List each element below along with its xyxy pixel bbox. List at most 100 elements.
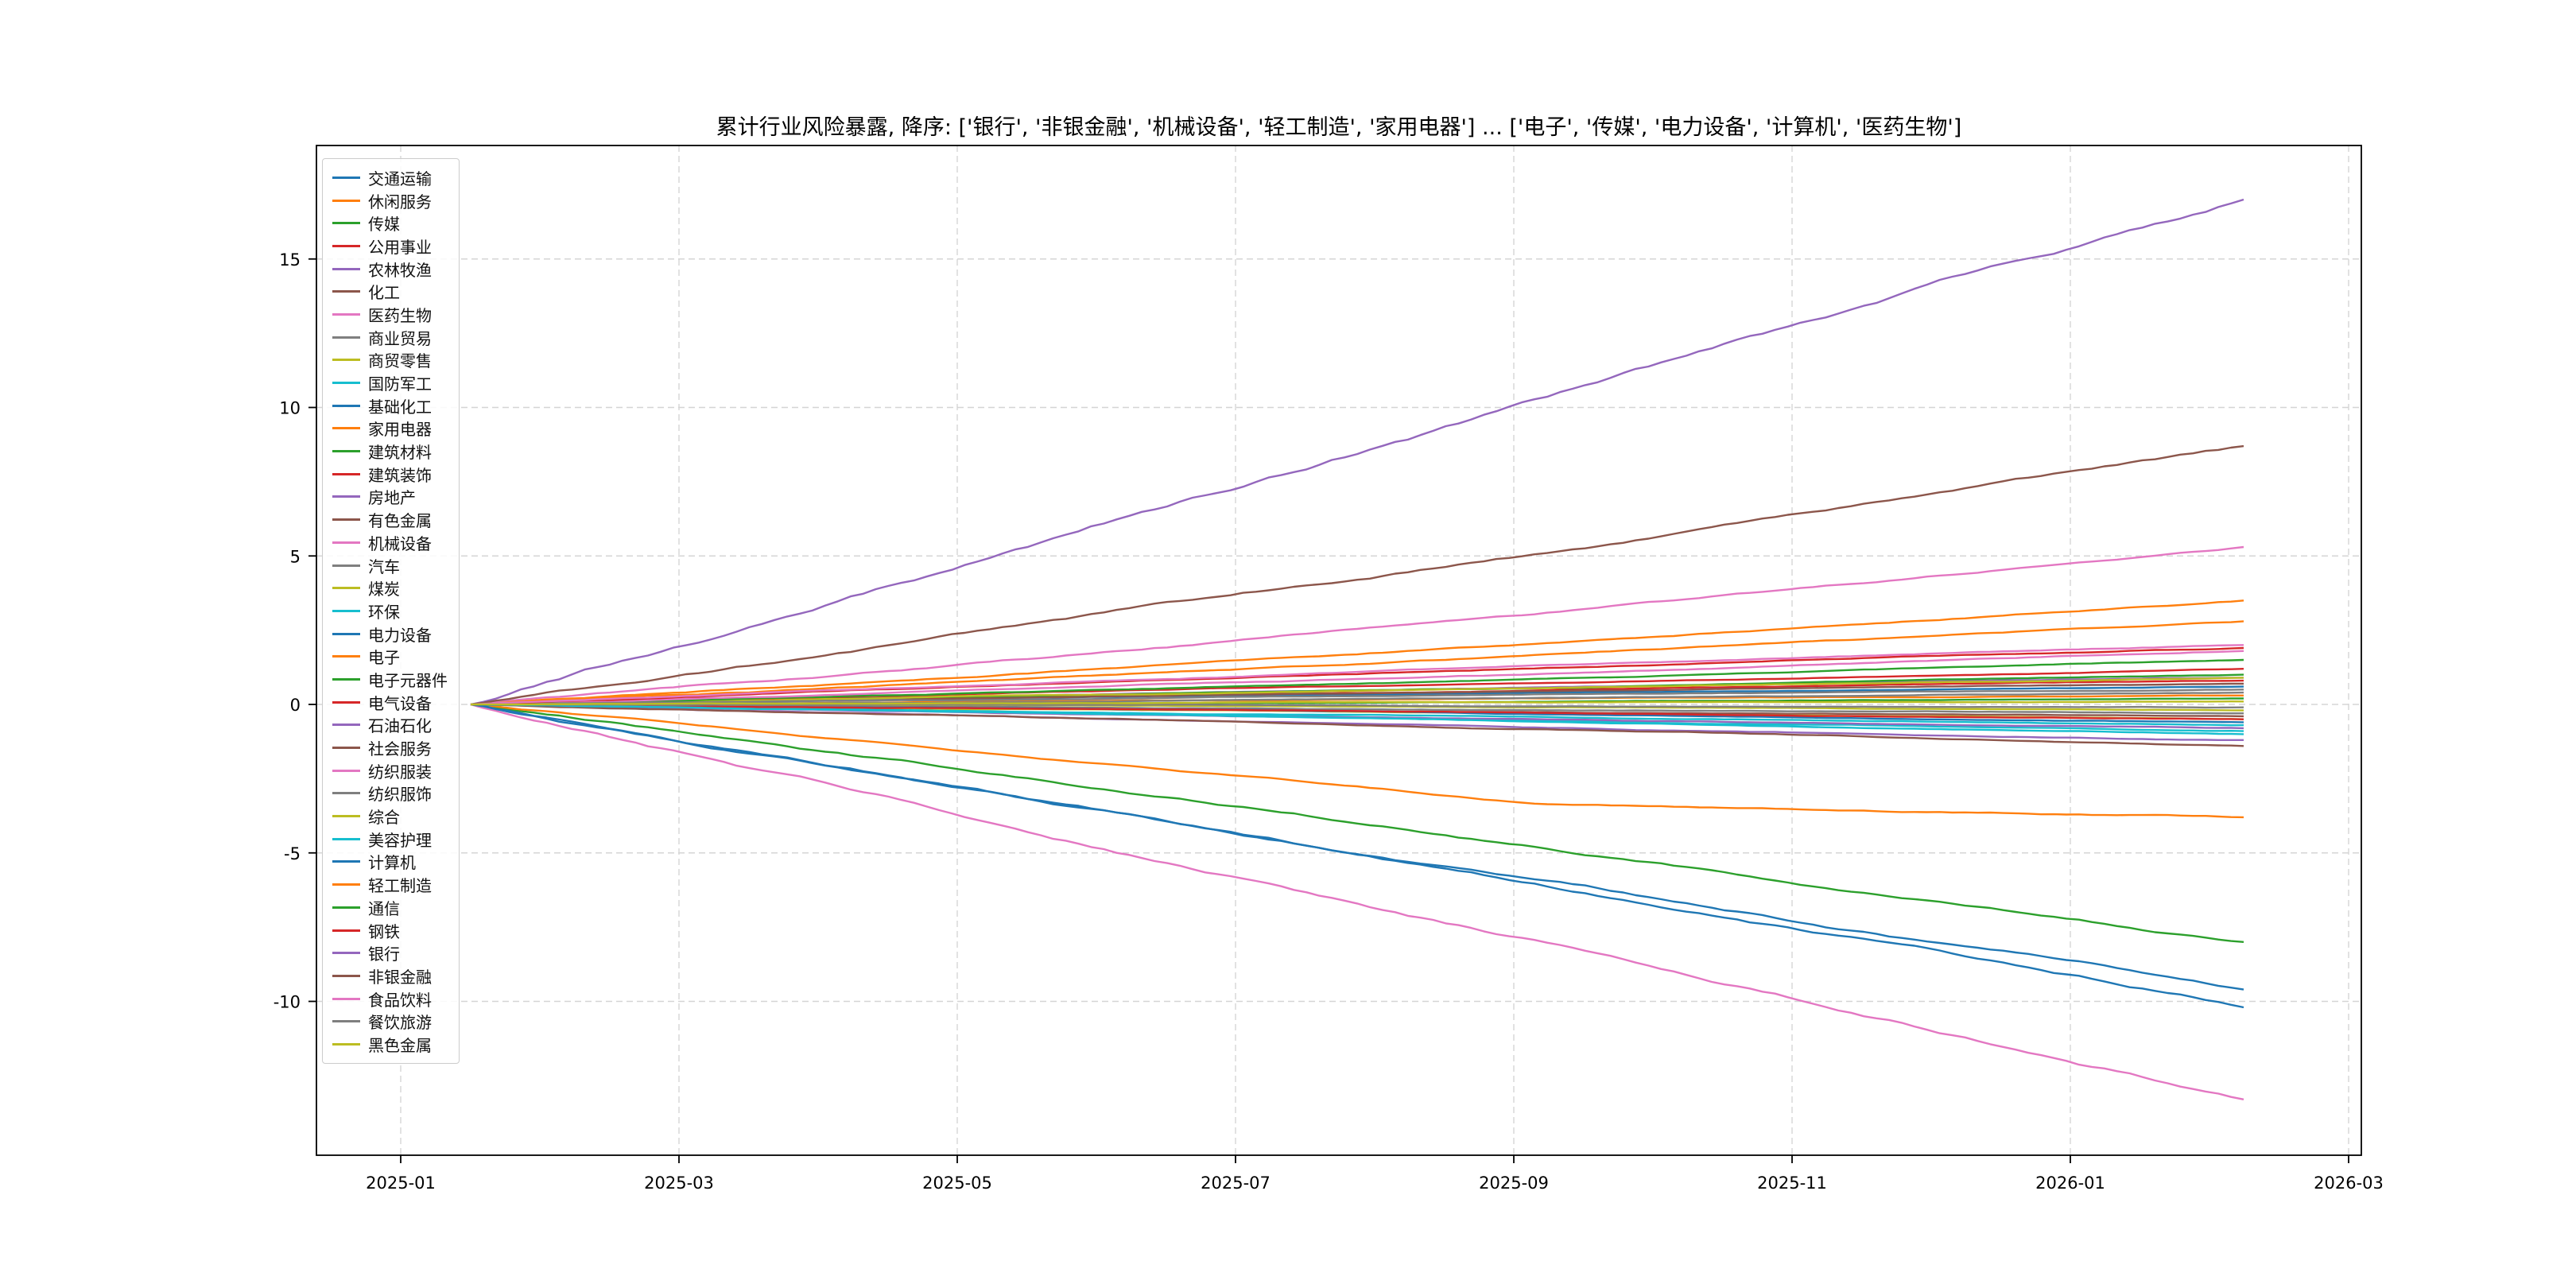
series-line-煤炭 bbox=[470, 677, 2244, 706]
legend-item: 传媒 bbox=[332, 211, 448, 235]
legend-swatch bbox=[332, 472, 360, 475]
legend-item: 休闲服务 bbox=[332, 189, 448, 212]
legend-item: 公用事业 bbox=[332, 235, 448, 258]
legend: 交通运输 休闲服务 传媒 公用事业 农林牧渔 化工 医药生物 商业贸易 商贸零售 国防军工 基础化工… bbox=[322, 158, 460, 1064]
legend-item: 银行 bbox=[332, 941, 448, 964]
legend-item: 电子元器件 bbox=[332, 668, 448, 691]
legend-item: 餐饮旅游 bbox=[332, 1010, 448, 1033]
legend-swatch bbox=[332, 860, 360, 863]
legend-item: 建筑材料 bbox=[332, 440, 448, 463]
legend-label: 纺织服装 bbox=[368, 762, 432, 782]
legend-swatch bbox=[332, 609, 360, 612]
legend-label: 家用电器 bbox=[368, 420, 432, 440]
series-line-家用电器 bbox=[470, 620, 2244, 706]
legend-label: 房地产 bbox=[368, 488, 416, 508]
legend-label: 食品饮料 bbox=[368, 990, 432, 1010]
legend-swatch bbox=[332, 541, 360, 544]
legend-swatch bbox=[332, 677, 360, 681]
legend-item: 美容护理 bbox=[332, 828, 448, 851]
legend-item: 非银金融 bbox=[332, 964, 448, 987]
series-line-银行 bbox=[470, 198, 2244, 706]
legend-label: 机械设备 bbox=[368, 533, 432, 553]
legend-item: 石油石化 bbox=[332, 714, 448, 737]
legend-label: 传媒 bbox=[368, 215, 400, 235]
legend-swatch bbox=[332, 929, 360, 932]
legend-label: 休闲服务 bbox=[368, 192, 432, 211]
legend-label: 电力设备 bbox=[368, 625, 432, 645]
series-line-黑色金属 bbox=[470, 700, 2244, 706]
legend-label: 国防军工 bbox=[368, 374, 432, 394]
legend-swatch bbox=[332, 290, 360, 293]
legend-label: 建筑装饰 bbox=[368, 465, 432, 485]
series-line-钢铁 bbox=[470, 646, 2244, 706]
legend-item: 商贸零售 bbox=[332, 349, 448, 372]
legend-label: 黑色金属 bbox=[368, 1035, 432, 1055]
legend-label: 电子元器件 bbox=[368, 670, 448, 690]
legend-label: 煤炭 bbox=[368, 580, 400, 599]
legend-swatch bbox=[332, 427, 360, 430]
series-line-社会服务 bbox=[470, 703, 2244, 747]
x-tick-label: 2025-05 bbox=[922, 1174, 992, 1193]
y-tick-label: -10 bbox=[274, 993, 301, 1012]
x-tick-label: 2025-01 bbox=[366, 1174, 436, 1193]
legend-item: 纺织服装 bbox=[332, 759, 448, 782]
legend-item: 化工 bbox=[332, 280, 448, 303]
legend-item: 有色金属 bbox=[332, 508, 448, 531]
legend-swatch bbox=[332, 747, 360, 750]
legend-item: 环保 bbox=[332, 599, 448, 623]
series-line-食品饮料 bbox=[470, 644, 2244, 706]
y-tick-label: 10 bbox=[279, 399, 301, 418]
legend-label: 电子 bbox=[368, 648, 400, 668]
x-tick-label: 2025-07 bbox=[1201, 1174, 1271, 1193]
legend-item: 黑色金属 bbox=[332, 1033, 448, 1056]
legend-label: 社会服务 bbox=[368, 739, 432, 759]
y-tick-label: -5 bbox=[284, 844, 301, 863]
legend-label: 轻工制造 bbox=[368, 876, 432, 896]
legend-label: 石油石化 bbox=[368, 716, 432, 736]
series-line-纺织服装 bbox=[470, 650, 2244, 706]
legend-item: 电气设备 bbox=[332, 691, 448, 714]
legend-item: 房地产 bbox=[332, 486, 448, 509]
legend-label: 纺织服饰 bbox=[368, 785, 432, 805]
legend-item: 商业贸易 bbox=[332, 326, 448, 349]
legend-swatch bbox=[332, 632, 360, 635]
legend-swatch bbox=[332, 450, 360, 453]
legend-label: 餐饮旅游 bbox=[368, 1013, 432, 1033]
legend-label: 化工 bbox=[368, 283, 400, 303]
legend-swatch bbox=[332, 815, 360, 818]
legend-swatch bbox=[332, 359, 360, 362]
legend-item: 通信 bbox=[332, 896, 448, 919]
legend-item: 食品饮料 bbox=[332, 987, 448, 1011]
legend-item: 纺织服饰 bbox=[332, 782, 448, 805]
legend-item: 煤炭 bbox=[332, 576, 448, 599]
series-line-计算机 bbox=[470, 703, 2244, 1009]
legend-swatch bbox=[332, 769, 360, 772]
series-line-轻工制造 bbox=[470, 599, 2244, 706]
legend-item: 农林牧渔 bbox=[332, 258, 448, 281]
legend-swatch bbox=[332, 244, 360, 247]
series-line-美容护理 bbox=[470, 703, 2244, 735]
series-line-电力设备 bbox=[470, 703, 2244, 991]
series-line-机械设备 bbox=[470, 545, 2244, 706]
legend-item: 医药生物 bbox=[332, 303, 448, 326]
legend-item: 电力设备 bbox=[332, 623, 448, 646]
legend-label: 交通运输 bbox=[368, 169, 432, 188]
legend-label: 综合 bbox=[368, 808, 400, 828]
series-line-餐饮旅游 bbox=[470, 703, 2244, 709]
x-tick-label: 2026-03 bbox=[2314, 1174, 2384, 1193]
legend-item: 计算机 bbox=[332, 851, 448, 874]
legend-item: 轻工制造 bbox=[332, 873, 448, 896]
series-line-传媒 bbox=[470, 703, 2244, 943]
x-tick-label: 2025-09 bbox=[1479, 1174, 1549, 1193]
series-line-建筑装饰 bbox=[470, 668, 2244, 706]
legend-item: 钢铁 bbox=[332, 919, 448, 942]
legend-item: 建筑装饰 bbox=[332, 463, 448, 486]
x-tick-label: 2026-01 bbox=[2035, 1174, 2105, 1193]
legend-item: 家用电器 bbox=[332, 417, 448, 440]
plot-frame bbox=[316, 145, 2362, 1156]
legend-swatch bbox=[332, 587, 360, 590]
legend-label: 公用事业 bbox=[368, 237, 432, 257]
legend-label: 美容护理 bbox=[368, 830, 432, 850]
legend-swatch bbox=[332, 792, 360, 795]
